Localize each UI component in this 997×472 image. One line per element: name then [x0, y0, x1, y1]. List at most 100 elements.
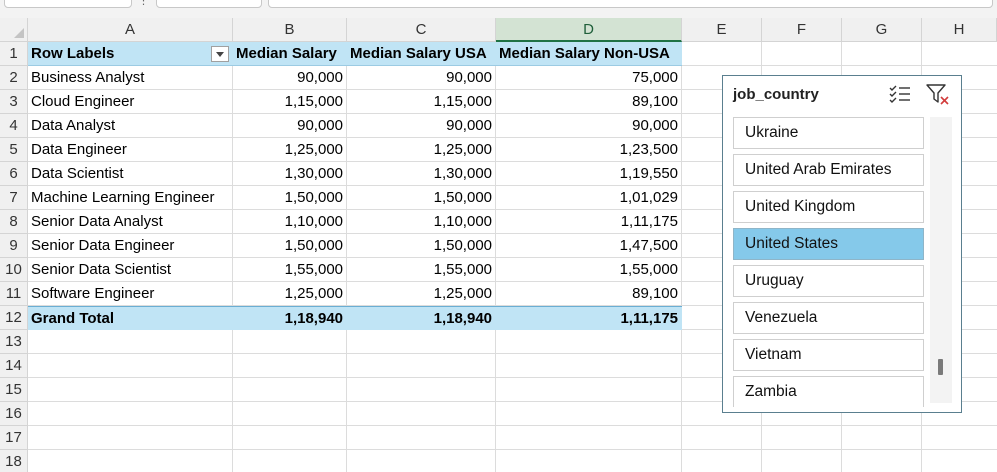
median-salary-usa-cell[interactable]: 1,10,000	[433, 213, 492, 230]
row-header[interactable]: 10	[0, 258, 28, 282]
row-header[interactable]: 1	[0, 42, 28, 66]
table-row: Senior Data Scientist 1,55,000 1,55,000 …	[28, 258, 682, 282]
insert-function-icon[interactable]	[156, 0, 262, 8]
row-header[interactable]: 7	[0, 186, 28, 210]
table-row: Senior Data Engineer 1,50,000 1,50,000 1…	[28, 234, 682, 258]
median-salary-usa-header[interactable]: Median Salary USA	[350, 45, 487, 62]
row-header[interactable]: 6	[0, 162, 28, 186]
median-salary-usa-cell[interactable]: 1,25,000	[433, 285, 492, 302]
column-header-a[interactable]: A	[28, 18, 233, 42]
cell-area[interactable]	[28, 42, 997, 472]
row-header[interactable]: 2	[0, 66, 28, 90]
median-salary-usa-cell[interactable]: 1,50,000	[433, 189, 492, 206]
median-salary-cell[interactable]: 1,25,000	[284, 141, 343, 158]
row-label[interactable]: Data Scientist	[31, 165, 124, 182]
row-labels-header[interactable]: Row Labels	[31, 45, 115, 62]
median-salary-usa-cell[interactable]: 1,50,000	[433, 237, 492, 254]
slicer-scrollbar[interactable]	[930, 117, 952, 403]
column-header-e[interactable]: E	[682, 18, 762, 42]
median-salary-non-usa-cell[interactable]: 1,19,550	[619, 165, 678, 182]
median-salary-cell[interactable]: 1,50,000	[284, 237, 343, 254]
slicer-item-vietnam[interactable]: Vietnam	[733, 339, 924, 371]
row-header[interactable]: 8	[0, 210, 28, 234]
median-salary-usa-cell[interactable]: 1,15,000	[433, 93, 492, 110]
row-header[interactable]: 16	[0, 402, 28, 426]
row-label[interactable]: Senior Data Analyst	[31, 213, 163, 230]
row-header[interactable]: 15	[0, 378, 28, 402]
grand-total-label[interactable]: Grand Total	[31, 310, 115, 327]
median-salary-cell[interactable]: 1,10,000	[284, 213, 343, 230]
job-country-slicer[interactable]: job_country Ukraine United Arab Emirates…	[722, 75, 962, 413]
median-salary-usa-cell[interactable]: 1,55,000	[433, 261, 492, 278]
median-salary-non-usa-cell[interactable]: 1,01,029	[619, 189, 678, 206]
median-salary-non-usa-cell[interactable]: 90,000	[632, 117, 678, 134]
slicer-item-venezuela[interactable]: Venezuela	[733, 302, 924, 334]
median-salary-non-usa-cell[interactable]: 1,47,500	[619, 237, 678, 254]
median-salary-cell[interactable]: 1,30,000	[284, 165, 343, 182]
row-label[interactable]: Business Analyst	[31, 69, 145, 86]
median-salary-non-usa-header[interactable]: Median Salary Non-USA	[499, 45, 670, 62]
grand-total-median-salary-non-usa[interactable]: 1,11,175	[620, 310, 678, 327]
column-header-c[interactable]: C	[347, 18, 496, 42]
table-row: Software Engineer 1,25,000 1,25,000 89,1…	[28, 282, 682, 306]
column-header-b[interactable]: B	[233, 18, 347, 42]
row-label[interactable]: Cloud Engineer	[31, 93, 135, 110]
median-salary-header[interactable]: Median Salary	[236, 45, 337, 62]
row-header[interactable]: 12	[0, 306, 28, 330]
median-salary-cell[interactable]: 1,25,000	[284, 285, 343, 302]
slicer-item-zambia[interactable]: Zambia	[733, 376, 924, 407]
formula-input[interactable]	[268, 0, 993, 8]
column-header-d[interactable]: D	[496, 18, 682, 42]
table-row: Data Analyst 90,000 90,000 90,000	[28, 114, 682, 138]
multi-select-icon[interactable]	[888, 83, 912, 105]
grand-total-median-salary[interactable]: 1,18,940	[284, 310, 343, 327]
median-salary-cell[interactable]: 1,55,000	[284, 261, 343, 278]
row-label[interactable]: Data Engineer	[31, 141, 127, 158]
median-salary-cell[interactable]: 1,50,000	[284, 189, 343, 206]
slicer-item-united-kingdom[interactable]: United Kingdom	[733, 191, 924, 223]
row-label[interactable]: Senior Data Scientist	[31, 261, 172, 278]
select-all-button[interactable]	[0, 18, 28, 42]
median-salary-usa-cell[interactable]: 90,000	[446, 69, 492, 86]
median-salary-non-usa-cell[interactable]: 75,000	[632, 69, 678, 86]
slicer-item-united-arab-emirates[interactable]: United Arab Emirates	[733, 154, 924, 186]
median-salary-cell[interactable]: 90,000	[297, 117, 343, 134]
median-salary-cell[interactable]: 90,000	[297, 69, 343, 86]
row-header[interactable]: 9	[0, 234, 28, 258]
row-header[interactable]: 3	[0, 90, 28, 114]
grand-total-median-salary-usa[interactable]: 1,18,940	[433, 310, 492, 327]
median-salary-non-usa-cell[interactable]: 89,100	[632, 93, 678, 110]
median-salary-non-usa-cell[interactable]: 1,23,500	[619, 141, 678, 158]
slicer-item-ukraine[interactable]: Ukraine	[733, 117, 924, 149]
row-header[interactable]: 11	[0, 282, 28, 306]
column-header-f[interactable]: F	[762, 18, 842, 42]
row-header[interactable]: 13	[0, 330, 28, 354]
name-box[interactable]	[4, 0, 132, 8]
row-header[interactable]: 18	[0, 450, 28, 472]
row-header[interactable]: 17	[0, 426, 28, 450]
row-header[interactable]: 4	[0, 114, 28, 138]
formula-bar-options-icon[interactable]: ⋮	[138, 0, 149, 7]
row-label[interactable]: Software Engineer	[31, 285, 155, 302]
slicer-item-united-states[interactable]: United States	[733, 228, 924, 260]
clear-filter-icon[interactable]	[925, 82, 951, 106]
median-salary-usa-cell[interactable]: 1,25,000	[433, 141, 492, 158]
row-labels-filter-dropdown-icon[interactable]	[211, 46, 229, 62]
slicer-scrollbar-thumb[interactable]	[938, 359, 943, 375]
row-label[interactable]: Machine Learning Engineer	[31, 189, 215, 206]
median-salary-non-usa-cell[interactable]: 1,55,000	[619, 261, 678, 278]
median-salary-usa-cell[interactable]: 90,000	[446, 117, 492, 134]
median-salary-cell[interactable]: 1,15,000	[284, 93, 343, 110]
column-header-g[interactable]: G	[842, 18, 922, 42]
median-salary-non-usa-cell[interactable]: 1,11,175	[620, 213, 678, 230]
table-row: Business Analyst 90,000 90,000 75,000	[28, 66, 682, 90]
row-header[interactable]: 5	[0, 138, 28, 162]
row-label[interactable]: Senior Data Engineer	[31, 237, 175, 254]
median-salary-non-usa-cell[interactable]: 89,100	[632, 285, 678, 302]
slicer-item-uruguay[interactable]: Uruguay	[733, 265, 924, 297]
column-header-h[interactable]: H	[922, 18, 997, 42]
table-row: Cloud Engineer 1,15,000 1,15,000 89,100	[28, 90, 682, 114]
row-header[interactable]: 14	[0, 354, 28, 378]
median-salary-usa-cell[interactable]: 1,30,000	[433, 165, 492, 182]
row-label[interactable]: Data Analyst	[31, 117, 116, 134]
